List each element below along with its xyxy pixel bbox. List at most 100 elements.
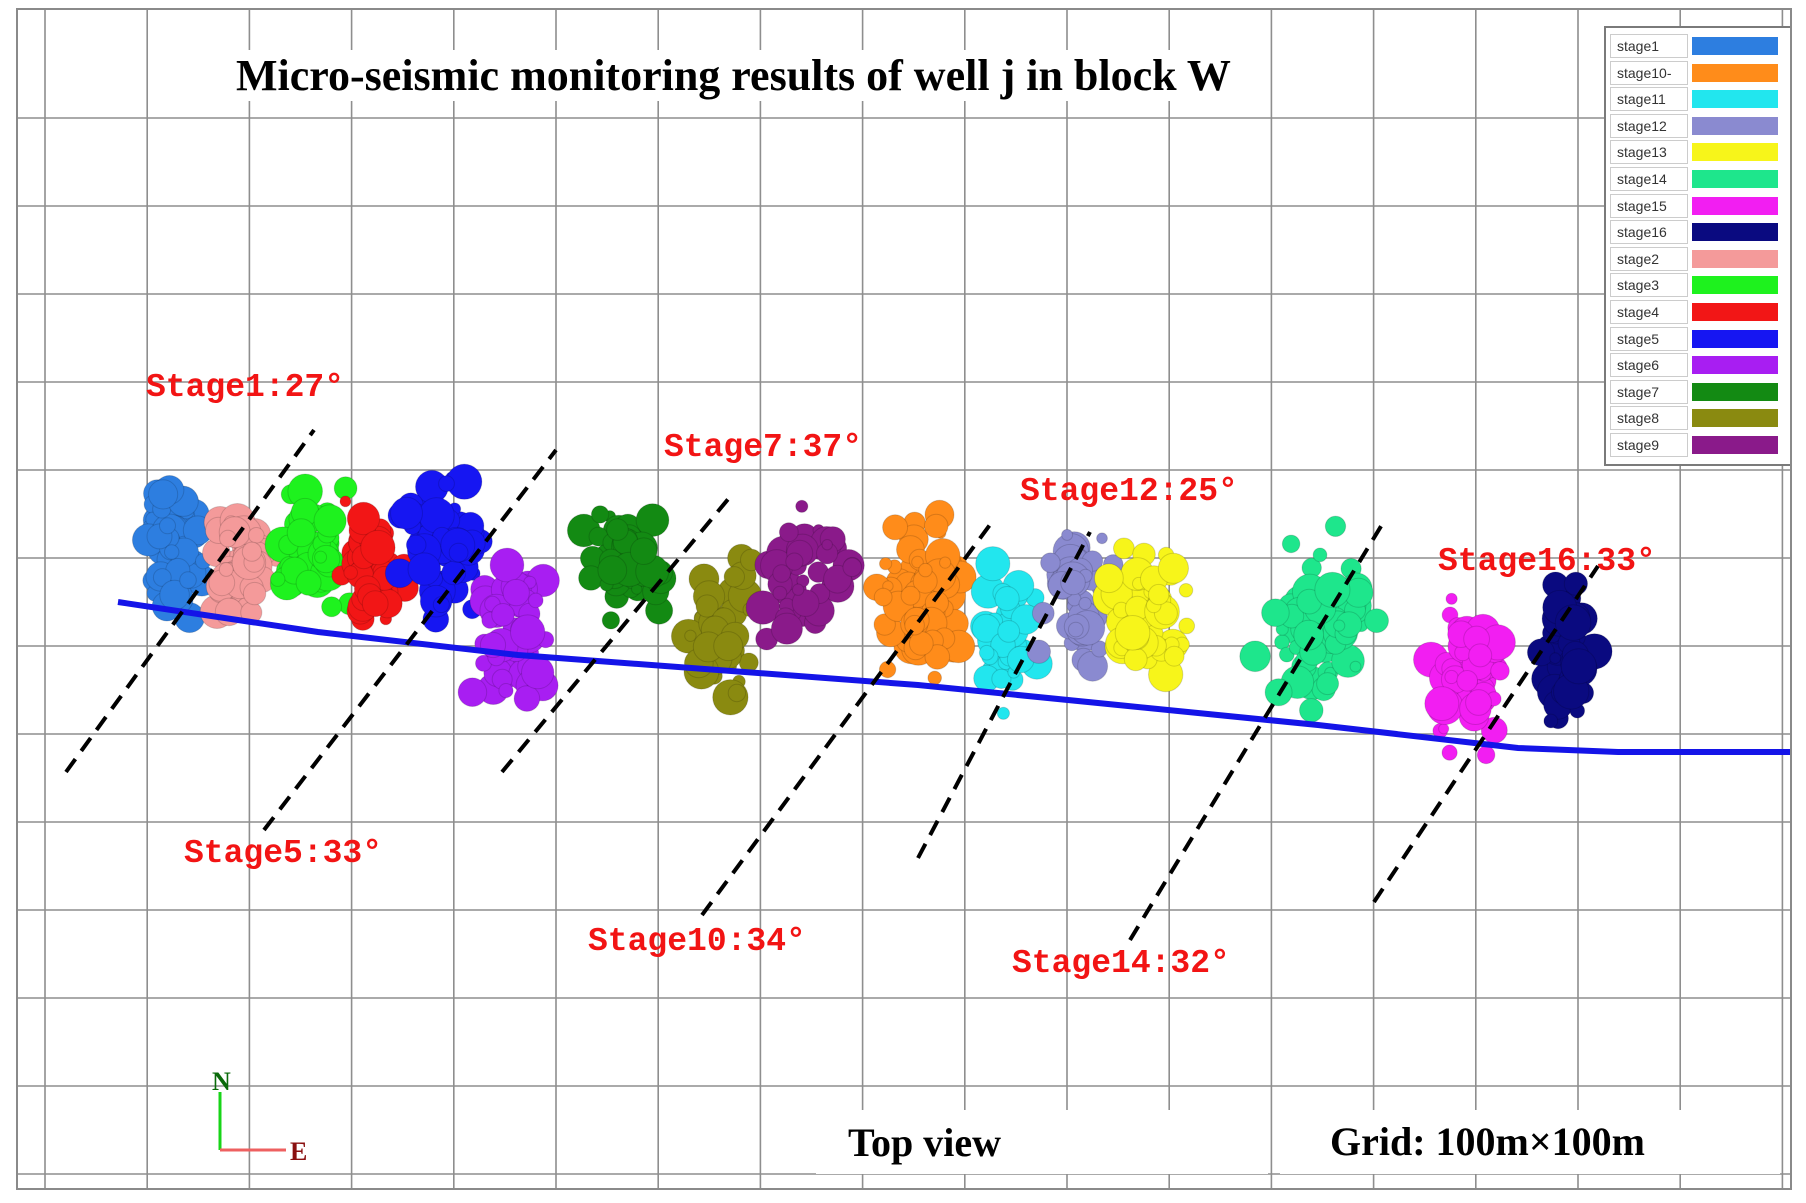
stage-angle-label: Stage14:32° — [1012, 945, 1230, 982]
event-stage12 — [1067, 621, 1084, 638]
legend-swatch — [1692, 37, 1778, 55]
event-stage15 — [1441, 744, 1458, 761]
event-stage3 — [313, 504, 347, 538]
legend-label: stage9 — [1610, 433, 1688, 457]
event-stage4 — [360, 529, 396, 566]
event-stage6 — [489, 547, 525, 583]
event-stage8 — [684, 629, 697, 642]
event-stage13 — [1113, 537, 1135, 560]
legend-swatch — [1692, 249, 1778, 268]
event-stage14 — [1293, 619, 1325, 651]
event-stage2 — [241, 541, 262, 562]
legend-label: stage8 — [1610, 406, 1688, 431]
event-stage10 — [879, 557, 893, 571]
fracture-azimuth-line — [700, 520, 994, 917]
legend-item-stage3: stage3 — [1610, 273, 1778, 298]
legend-swatch — [1692, 303, 1778, 321]
stage-angle-label: Stage7:37° — [664, 429, 862, 466]
event-stage3 — [286, 518, 316, 548]
legend-swatch — [1692, 196, 1778, 215]
legend-swatch — [1692, 329, 1778, 348]
event-stage5 — [438, 475, 455, 493]
event-stage7 — [597, 555, 628, 586]
legend-swatch — [1692, 382, 1778, 401]
grid-size-label: Grid: 100m×100m — [1280, 1110, 1780, 1174]
event-stage11 — [978, 644, 995, 661]
compass-east-label: E — [290, 1137, 307, 1160]
stage-angle-label: Stage12:25° — [1020, 473, 1238, 510]
event-stage12 — [1060, 569, 1086, 596]
event-stage6 — [491, 603, 515, 627]
stage-angle-label: Stage10:34° — [588, 923, 806, 960]
legend-label: stage7 — [1610, 379, 1688, 404]
event-stage5 — [448, 542, 469, 563]
legend-item-stage1: stage1 — [1610, 34, 1778, 58]
event-stage11 — [975, 546, 1011, 582]
compass-icon: N E — [212, 1070, 307, 1160]
event-stage10 — [873, 613, 896, 636]
event-stage9 — [791, 583, 805, 596]
event-stage8 — [713, 631, 744, 662]
fracture-azimuth-line — [64, 428, 316, 774]
event-stage10 — [918, 562, 933, 578]
event-stage3 — [314, 550, 328, 564]
event-stage14 — [1349, 660, 1362, 673]
event-stage10 — [924, 644, 951, 670]
event-stage12 — [1061, 528, 1074, 541]
event-stage13 — [1148, 583, 1170, 606]
legend-item-stage10: stage10- — [1610, 60, 1778, 85]
legend-label: stage1 — [1610, 34, 1688, 58]
legend-label: stage13 — [1610, 140, 1688, 165]
legend-swatch — [1692, 143, 1778, 162]
event-stage13 — [1163, 645, 1185, 667]
event-stage9 — [785, 552, 804, 571]
legend-label: stage6 — [1610, 353, 1688, 378]
legend-label: stage15 — [1610, 193, 1688, 218]
event-stage13 — [1178, 583, 1194, 598]
event-stage11 — [994, 586, 1020, 612]
event-stage10 — [900, 585, 921, 606]
event-stage6 — [457, 677, 488, 708]
event-stage8 — [723, 566, 745, 588]
legend-swatch — [1692, 223, 1778, 242]
event-stage7 — [606, 518, 629, 541]
fracture-azimuth-line — [1128, 516, 1388, 942]
event-stage14 — [1364, 608, 1389, 634]
event-stage9 — [778, 522, 799, 543]
event-stage6 — [521, 655, 555, 690]
event-stage3 — [321, 596, 343, 618]
event-stage14 — [1314, 571, 1351, 608]
event-stage6 — [510, 614, 546, 650]
event-stage16 — [1549, 652, 1562, 665]
event-stage16 — [1543, 713, 1559, 729]
event-stage5 — [405, 534, 427, 556]
event-stage2 — [248, 527, 265, 544]
chart-title: Micro-seismic monitoring results of well… — [228, 50, 1239, 101]
stage-angle-label: Stage1:27° — [146, 369, 344, 406]
event-stage13 — [1114, 615, 1151, 651]
top-view-label: Top view — [816, 1110, 1268, 1174]
event-stage15 — [1424, 686, 1460, 722]
legend-item-stage5: stage5 — [1610, 326, 1778, 351]
event-stage9 — [772, 564, 792, 583]
event-stage14 — [1333, 619, 1346, 632]
legend-item-stage9: stage9 — [1610, 433, 1778, 457]
fracture-azimuth-line — [500, 490, 736, 774]
event-stage13 — [1094, 563, 1124, 594]
legend-item-stage16: stage16 — [1610, 220, 1778, 245]
event-stage6 — [528, 592, 544, 609]
event-stage9 — [821, 539, 833, 551]
legend-item-stage4: stage4 — [1610, 300, 1778, 324]
event-stage16 — [1560, 648, 1597, 685]
event-stage13 — [1178, 617, 1196, 635]
legend-item-stage7: stage7 — [1610, 379, 1778, 404]
event-stage4 — [339, 495, 352, 508]
event-stage1 — [159, 517, 176, 535]
legend-item-stage13: stage13 — [1610, 140, 1778, 165]
legend-item-stage8: stage8 — [1610, 406, 1778, 431]
event-stage15 — [1445, 592, 1458, 605]
event-stage7 — [629, 537, 658, 566]
event-stage4 — [346, 501, 381, 536]
fracture-azimuth-line — [916, 531, 1092, 859]
event-stage4 — [343, 565, 359, 580]
